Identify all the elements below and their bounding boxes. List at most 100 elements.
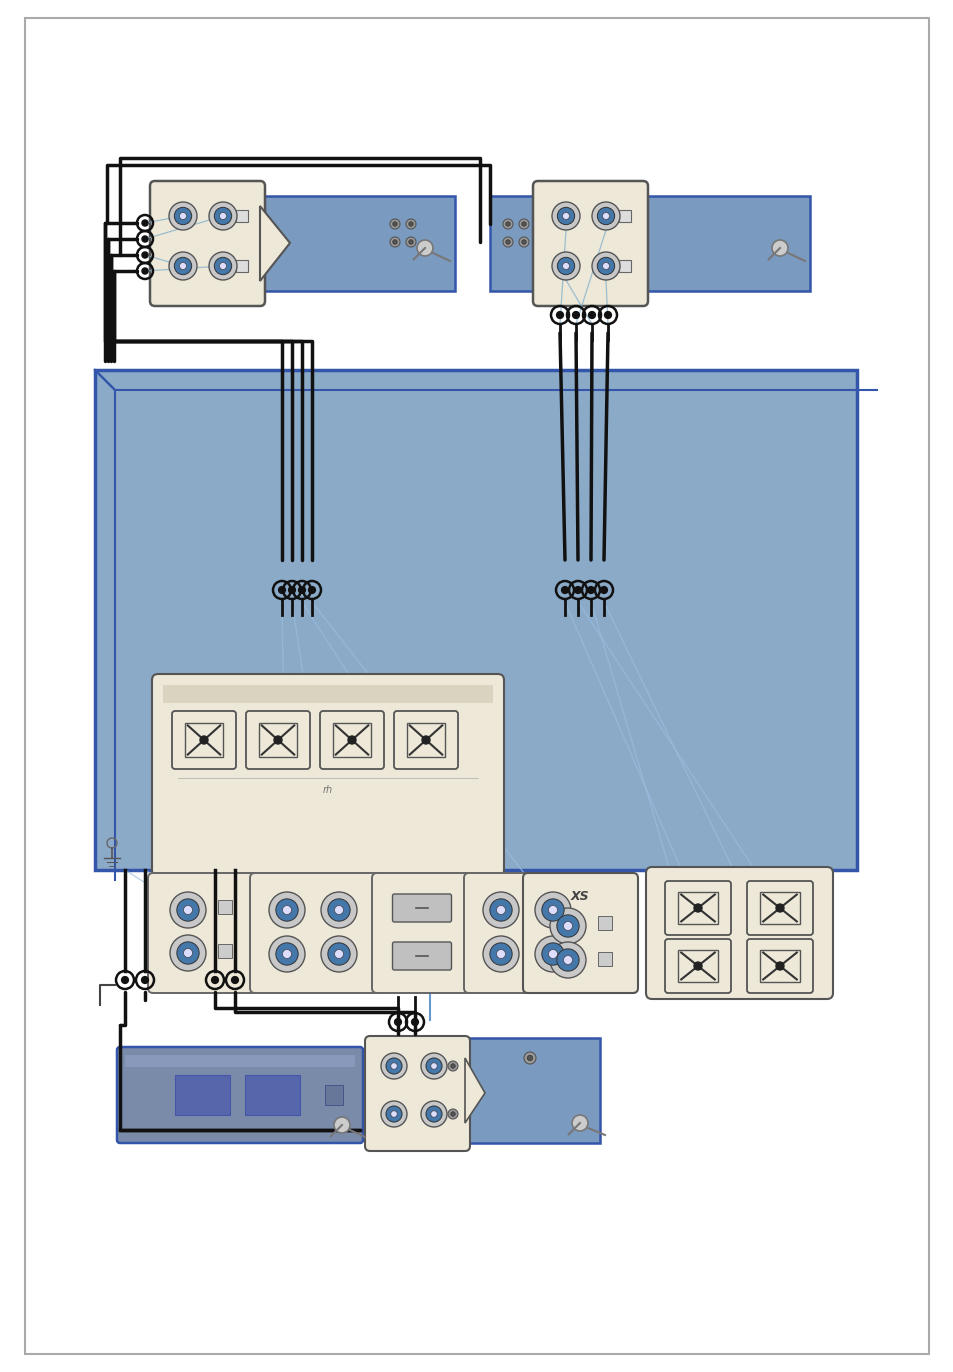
Circle shape — [183, 906, 193, 915]
Circle shape — [562, 213, 569, 220]
Circle shape — [775, 904, 783, 912]
Circle shape — [523, 1052, 536, 1065]
Circle shape — [552, 252, 579, 280]
Circle shape — [169, 252, 196, 280]
Circle shape — [308, 587, 315, 594]
Circle shape — [541, 899, 563, 921]
Circle shape — [298, 587, 305, 594]
FancyBboxPatch shape — [746, 881, 812, 934]
Circle shape — [597, 207, 614, 225]
Circle shape — [450, 1063, 455, 1069]
Circle shape — [561, 587, 568, 594]
Circle shape — [282, 906, 292, 915]
FancyBboxPatch shape — [522, 873, 638, 993]
Bar — [245, 1076, 299, 1115]
Circle shape — [541, 943, 563, 965]
Circle shape — [232, 977, 238, 984]
Circle shape — [482, 936, 518, 971]
Circle shape — [269, 936, 305, 971]
FancyBboxPatch shape — [746, 938, 812, 993]
FancyBboxPatch shape — [250, 873, 379, 993]
FancyBboxPatch shape — [25, 18, 928, 1354]
Circle shape — [141, 977, 149, 984]
Circle shape — [406, 220, 416, 229]
Circle shape — [393, 222, 396, 226]
Bar — [235, 261, 248, 272]
Circle shape — [505, 222, 510, 226]
FancyBboxPatch shape — [392, 943, 451, 970]
FancyBboxPatch shape — [246, 711, 310, 768]
Circle shape — [502, 220, 513, 229]
Circle shape — [390, 237, 399, 247]
Bar — [333, 723, 371, 757]
Bar — [678, 951, 717, 982]
Circle shape — [176, 899, 199, 921]
Bar — [325, 1085, 343, 1104]
Circle shape — [482, 892, 518, 927]
Circle shape — [496, 906, 505, 915]
Circle shape — [320, 936, 356, 971]
Bar — [678, 892, 717, 923]
Circle shape — [393, 240, 396, 244]
Circle shape — [174, 258, 192, 274]
Circle shape — [386, 1106, 401, 1122]
FancyBboxPatch shape — [392, 895, 451, 922]
Bar — [163, 685, 493, 702]
Circle shape — [386, 1058, 401, 1074]
Circle shape — [390, 220, 399, 229]
Circle shape — [170, 892, 206, 927]
FancyBboxPatch shape — [463, 873, 594, 993]
Circle shape — [420, 1100, 447, 1126]
FancyBboxPatch shape — [645, 867, 832, 999]
Circle shape — [395, 1018, 401, 1025]
Circle shape — [535, 892, 571, 927]
Circle shape — [328, 899, 350, 921]
Bar — [125, 1055, 355, 1067]
Circle shape — [420, 1052, 447, 1078]
Circle shape — [275, 899, 298, 921]
Circle shape — [200, 735, 208, 744]
Circle shape — [602, 213, 609, 220]
Circle shape — [450, 1111, 455, 1117]
Circle shape — [142, 252, 148, 258]
Circle shape — [334, 1117, 350, 1133]
Circle shape — [489, 899, 512, 921]
Circle shape — [275, 943, 298, 965]
Circle shape — [521, 222, 526, 226]
Circle shape — [771, 240, 787, 257]
Circle shape — [592, 252, 619, 280]
FancyBboxPatch shape — [455, 1039, 599, 1143]
Circle shape — [496, 949, 505, 959]
Bar — [760, 892, 799, 923]
Circle shape — [209, 202, 236, 230]
Circle shape — [183, 948, 193, 958]
Circle shape — [425, 1058, 441, 1074]
Text: rh: rh — [323, 785, 333, 794]
Bar — [598, 916, 612, 930]
Circle shape — [214, 207, 232, 225]
Circle shape — [602, 262, 609, 269]
Circle shape — [179, 262, 186, 269]
Circle shape — [563, 922, 572, 930]
FancyBboxPatch shape — [365, 1036, 470, 1151]
Bar — [490, 196, 809, 291]
Bar — [95, 370, 856, 870]
Circle shape — [288, 587, 295, 594]
Bar — [618, 261, 630, 272]
Circle shape — [505, 240, 510, 244]
Polygon shape — [464, 1058, 484, 1124]
Circle shape — [572, 311, 578, 318]
Bar — [205, 196, 455, 291]
Circle shape — [587, 587, 594, 594]
FancyBboxPatch shape — [394, 711, 457, 768]
Circle shape — [269, 892, 305, 927]
Bar — [218, 944, 232, 958]
Circle shape — [380, 1052, 407, 1078]
FancyBboxPatch shape — [172, 711, 235, 768]
Circle shape — [563, 955, 572, 965]
Bar — [406, 723, 445, 757]
Circle shape — [556, 311, 563, 318]
Polygon shape — [260, 206, 290, 281]
Circle shape — [142, 236, 148, 241]
FancyBboxPatch shape — [117, 1047, 363, 1143]
